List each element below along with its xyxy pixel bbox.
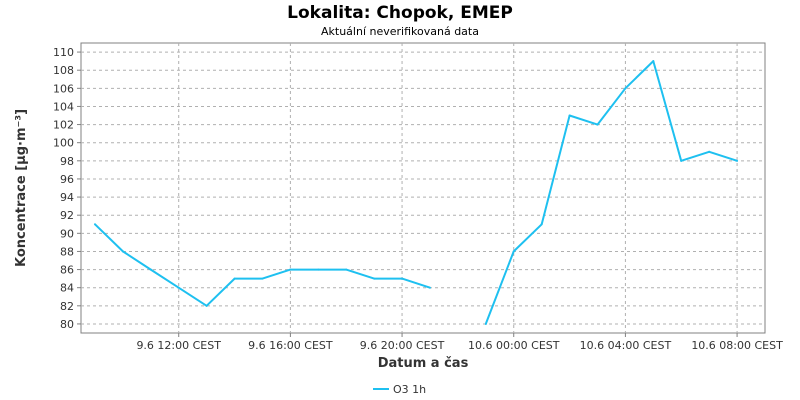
series-line-segment bbox=[484, 60, 738, 325]
y-tick-label: 84 bbox=[60, 282, 74, 295]
data-point bbox=[233, 277, 236, 280]
data-point bbox=[540, 223, 543, 226]
data-point bbox=[149, 268, 152, 271]
y-axis-ticks: 80 82 84 86 88 90 92 94 96 98 100 102 104 106 108 110 bbox=[53, 46, 81, 331]
y-tick-label: 110 bbox=[53, 46, 74, 59]
y-tick-label: 86 bbox=[60, 264, 74, 277]
data-point bbox=[93, 223, 96, 226]
y-tick-label: 108 bbox=[53, 64, 74, 77]
data-point bbox=[121, 250, 124, 253]
series-lines bbox=[93, 60, 739, 325]
x-tick-label: 10.6 00:00 CEST bbox=[468, 339, 560, 352]
data-point bbox=[401, 277, 404, 280]
data-point bbox=[596, 123, 599, 126]
chart-subtitle: Aktuální neverifikovaná data bbox=[321, 25, 479, 38]
y-tick-label: 96 bbox=[60, 173, 74, 186]
data-point bbox=[708, 150, 711, 153]
legend: O3 1h bbox=[373, 383, 426, 396]
y-tick-label: 82 bbox=[60, 300, 74, 313]
data-point bbox=[680, 159, 683, 162]
grid-lines bbox=[81, 43, 765, 333]
x-tick-label: 9.6 20:00 CEST bbox=[360, 339, 445, 352]
y-tick-label: 100 bbox=[53, 137, 74, 150]
x-axis-label: Datum a čas bbox=[378, 356, 469, 371]
data-point bbox=[512, 250, 515, 253]
data-point bbox=[624, 87, 627, 90]
y-tick-label: 90 bbox=[60, 227, 74, 240]
data-point bbox=[289, 268, 292, 271]
x-tick-label: 9.6 16:00 CEST bbox=[248, 339, 333, 352]
y-tick-label: 102 bbox=[53, 119, 74, 132]
y-tick-label: 104 bbox=[53, 100, 74, 113]
data-point bbox=[428, 286, 431, 289]
data-point bbox=[652, 60, 655, 63]
data-point bbox=[568, 114, 571, 117]
chart-title: Lokalita: Chopok, EMEP bbox=[287, 3, 513, 23]
y-tick-label: 98 bbox=[60, 155, 74, 168]
x-tick-label: 10.6 04:00 CEST bbox=[580, 339, 672, 352]
x-tick-label: 9.6 12:00 CEST bbox=[136, 339, 221, 352]
data-point bbox=[373, 277, 376, 280]
data-point bbox=[736, 159, 739, 162]
y-tick-label: 92 bbox=[60, 209, 74, 222]
data-point bbox=[345, 268, 348, 271]
data-point bbox=[177, 286, 180, 289]
x-tick-label: 10.6 08:00 CEST bbox=[691, 339, 783, 352]
data-point bbox=[205, 304, 208, 307]
y-axis-label: Koncentrace [µg·m⁻³] bbox=[14, 109, 29, 267]
x-axis-ticks: 9.6 12:00 CEST 9.6 16:00 CEST 9.6 20:00 CE… bbox=[136, 333, 783, 352]
data-point bbox=[261, 277, 264, 280]
y-tick-label: 80 bbox=[60, 318, 74, 331]
y-tick-label: 88 bbox=[60, 245, 74, 258]
y-tick-label: 94 bbox=[60, 191, 74, 204]
y-tick-label: 106 bbox=[53, 82, 74, 95]
plot-area bbox=[80, 42, 766, 334]
legend-label: O3 1h bbox=[393, 383, 426, 396]
data-point bbox=[484, 322, 487, 325]
data-point bbox=[317, 268, 320, 271]
